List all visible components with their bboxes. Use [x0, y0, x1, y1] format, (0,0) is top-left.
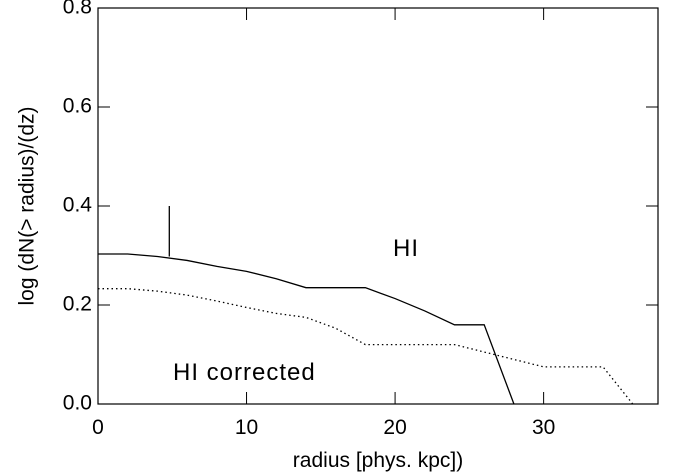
y-tick-label: 0.4 — [63, 194, 93, 217]
x-tick-label: 10 — [235, 416, 258, 439]
data-line — [98, 253, 515, 405]
annotation: HI — [393, 235, 419, 262]
x-axis-label: radius [phys. kpc]) — [293, 449, 463, 472]
x-tick-label: 20 — [383, 416, 406, 439]
y-axis-label: log (dN(> radius)/(dz) — [16, 107, 39, 306]
y-tick-label: 0.6 — [63, 95, 92, 118]
y-tick-label: 0.0 — [63, 392, 92, 415]
x-tick-label: 30 — [532, 416, 555, 439]
y-tick-label: 0.8 — [63, 0, 92, 19]
y-tick-label: 0.2 — [63, 293, 92, 316]
x-tick-label: 0 — [92, 416, 104, 439]
annotation: HI corrected — [173, 359, 316, 386]
data-line — [98, 288, 634, 405]
